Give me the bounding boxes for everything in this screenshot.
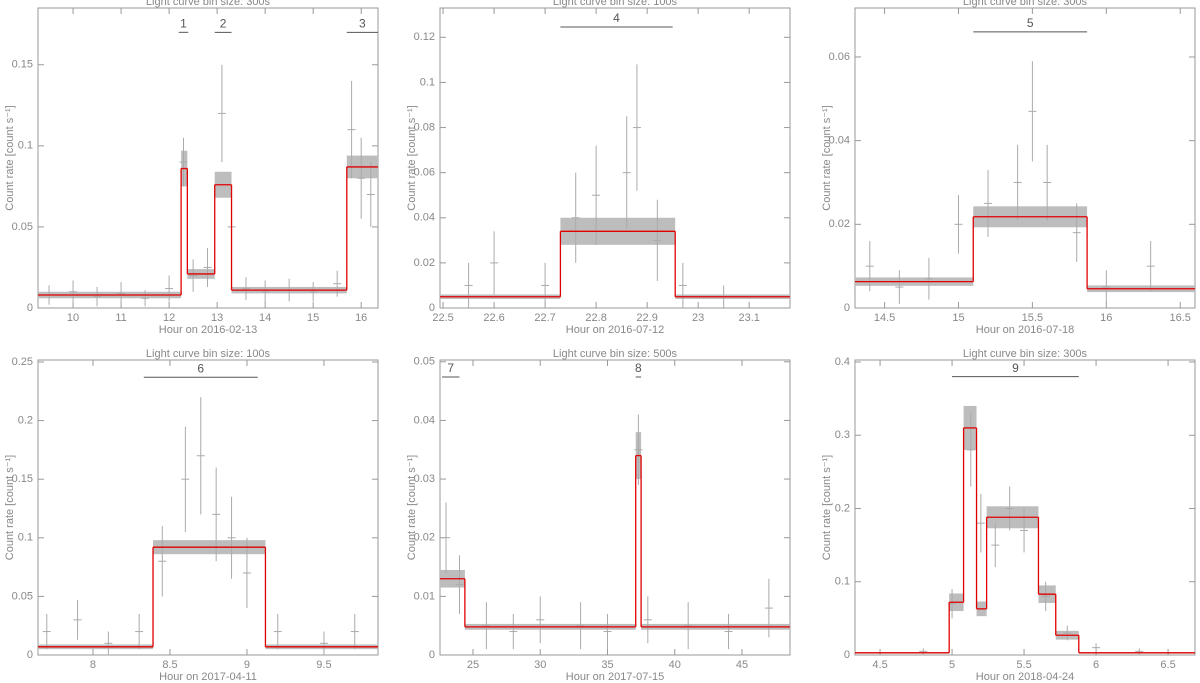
x-tick-label: 30 xyxy=(534,659,546,671)
x-tick-label: 8.5 xyxy=(162,659,177,671)
x-tick-label: 6.5 xyxy=(1160,659,1175,671)
y-tick-label: 0.1 xyxy=(835,576,850,588)
plot-frame xyxy=(439,7,791,309)
x-axis-label: Hour on 2016-07-18 xyxy=(976,324,1074,336)
x-axis-label: Hour on 2016-07-12 xyxy=(566,324,664,336)
plot-frame xyxy=(854,359,1196,656)
y-tick-label: 0.02 xyxy=(414,532,435,544)
x-tick-label: 45 xyxy=(736,659,748,671)
x-tick-label: 22.7 xyxy=(534,312,555,324)
plot-frame xyxy=(854,7,1196,309)
x-tick-label: 14 xyxy=(259,312,271,324)
y-tick-label: 0.02 xyxy=(414,257,435,269)
y-tick-label: 0.06 xyxy=(829,51,850,63)
x-tick-label: 22.8 xyxy=(585,312,606,324)
plot-frame xyxy=(37,359,379,656)
x-tick-label: 13 xyxy=(211,312,223,324)
y-axis-label: Count rate [count s⁻¹] xyxy=(4,105,16,210)
flare-label: 3 xyxy=(359,16,366,30)
x-tick-label: 9.5 xyxy=(316,659,331,671)
y-tick-label: 0.04 xyxy=(414,212,435,224)
chart-title: Light curve bin size: 300s xyxy=(963,0,1088,8)
y-tick-label: 0.03 xyxy=(414,473,435,485)
y-tick-label: 0 xyxy=(844,649,850,661)
chart-title: Light curve bin size: 300s xyxy=(963,348,1088,360)
y-tick-label: 0.15 xyxy=(12,473,33,485)
y-tick-label: 0.3 xyxy=(835,429,850,441)
y-tick-label: 0.2 xyxy=(835,502,850,514)
y-tick-label: 0.1 xyxy=(18,140,33,152)
flare-label: 9 xyxy=(1012,361,1019,375)
y-tick-label: 0 xyxy=(429,649,435,661)
y-tick-label: 0.4 xyxy=(835,356,850,368)
x-tick-label: 35 xyxy=(601,659,613,671)
x-tick-label: 15 xyxy=(952,312,964,324)
y-tick-label: 0.08 xyxy=(414,121,435,133)
x-tick-label: 40 xyxy=(669,659,681,671)
flare-label: 8 xyxy=(635,361,642,375)
x-axis-label: Hour on 2017-04-11 xyxy=(159,671,257,683)
x-tick-label: 10 xyxy=(67,312,79,324)
x-tick-label: 16 xyxy=(1100,312,1112,324)
x-tick-label: 12 xyxy=(163,312,175,324)
chart-title: Light curve bin size: 100s xyxy=(146,348,271,360)
x-tick-label: 6 xyxy=(1093,659,1099,671)
y-tick-label: 0.1 xyxy=(18,532,33,544)
flare-label: 7 xyxy=(447,361,454,375)
flare-label: 2 xyxy=(220,16,227,30)
x-axis-label: Hour on 2017-07-15 xyxy=(566,671,664,683)
x-tick-label: 5 xyxy=(949,659,955,671)
y-tick-label: 0.2 xyxy=(18,415,33,427)
x-tick-label: 4.5 xyxy=(872,659,887,671)
plot-frame xyxy=(439,359,791,656)
y-tick-label: 0.02 xyxy=(829,218,850,230)
y-tick-label: 0.1 xyxy=(420,76,435,88)
y-tick-label: 0 xyxy=(429,302,435,314)
y-tick-label: 0 xyxy=(27,649,33,661)
x-tick-label: 25 xyxy=(467,659,479,671)
flare-label: 4 xyxy=(613,11,620,25)
y-tick-label: 0.15 xyxy=(12,59,33,71)
x-tick-label: 15 xyxy=(307,312,319,324)
y-tick-label: 0 xyxy=(844,302,850,314)
y-tick-label: 0.05 xyxy=(12,590,33,602)
x-tick-label: 5.5 xyxy=(1016,659,1031,671)
y-tick-label: 0.25 xyxy=(12,356,33,368)
y-tick-label: 0.04 xyxy=(829,135,850,147)
x-tick-label: 11 xyxy=(115,312,126,324)
x-axis-label: Hour on 2016-02-13 xyxy=(159,324,257,336)
y-axis-label: Count rate [count s⁻¹] xyxy=(406,105,418,210)
y-axis-label: Count rate [count s⁻¹] xyxy=(821,105,833,210)
y-tick-label: 0.06 xyxy=(414,167,435,179)
x-tick-label: 16.5 xyxy=(1170,312,1191,324)
x-tick-label: 22.9 xyxy=(636,312,657,324)
y-axis-label: Count rate [count s⁻¹] xyxy=(406,455,418,560)
x-tick-label: 16 xyxy=(355,312,367,324)
flare-label: 1 xyxy=(180,16,187,30)
y-axis-label: Count rate [count s⁻¹] xyxy=(821,455,833,560)
chart-title: Light curve bin size: 100s xyxy=(553,0,678,8)
chart-title: Light curve bin size: 500s xyxy=(553,348,678,360)
x-tick-label: 9 xyxy=(244,659,250,671)
x-tick-label: 22.6 xyxy=(483,312,504,324)
x-tick-label: 15.5 xyxy=(1022,312,1043,324)
x-axis-label: Hour on 2018-04-24 xyxy=(976,671,1074,683)
y-tick-label: 0.05 xyxy=(414,356,435,368)
y-tick-label: 0.01 xyxy=(414,590,435,602)
y-tick-label: 0.12 xyxy=(414,31,435,43)
y-tick-label: 0 xyxy=(27,302,33,314)
y-tick-label: 0.04 xyxy=(414,414,435,426)
flare-label: 5 xyxy=(1027,16,1034,30)
y-tick-label: 0.05 xyxy=(12,221,33,233)
x-tick-label: 22.5 xyxy=(432,312,453,324)
x-tick-label: 23.1 xyxy=(738,312,759,324)
x-tick-label: 14.5 xyxy=(874,312,895,324)
x-tick-label: 23 xyxy=(692,312,704,324)
x-tick-label: 8 xyxy=(90,659,96,671)
y-axis-label: Count rate [count s⁻¹] xyxy=(4,455,16,560)
flare-label: 6 xyxy=(197,361,204,375)
chart-title: Light curve bin size: 300s xyxy=(146,0,271,8)
